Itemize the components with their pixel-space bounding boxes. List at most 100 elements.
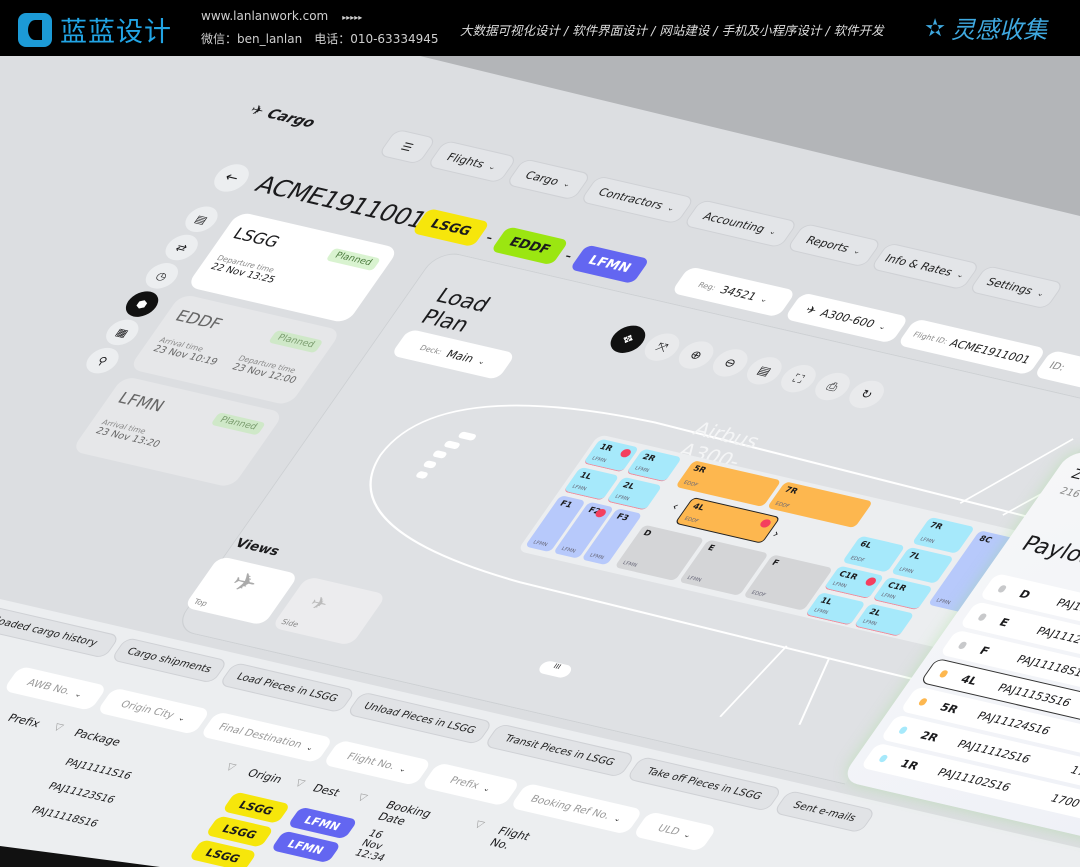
alert-icon <box>758 518 773 529</box>
bay-destination: EDDF <box>682 515 700 525</box>
bay-destination: EDDF <box>749 589 767 599</box>
chevron-down-icon: ⌄ <box>304 742 317 753</box>
brand-logo: 蓝蓝设计 <box>18 10 172 49</box>
status-dot <box>938 669 950 679</box>
alert-icon <box>863 576 878 587</box>
bay-destination: LFMN <box>830 580 848 590</box>
chevron-down-icon: ⌄ <box>1035 288 1048 298</box>
bay-id: C1R <box>836 569 860 582</box>
payload-position: E <box>996 615 1013 629</box>
arrow-left-icon: ← <box>220 169 243 187</box>
payload-position: 1R <box>897 757 922 773</box>
chevron-down-icon: ⌄ <box>767 226 780 236</box>
bay-destination: LFMN <box>918 536 936 545</box>
filter-placeholder: AWB No. <box>24 677 74 697</box>
brand-icon <box>18 12 52 47</box>
bay-id: D <box>641 528 654 538</box>
chevron-down-icon: ⌄ <box>612 813 625 824</box>
payload-position: 2R <box>917 728 942 744</box>
bay-destination: LFMN <box>570 483 588 493</box>
bay-destination: LFMN <box>860 618 879 628</box>
backdrop-region <box>420 56 1080 216</box>
bay-id: 1R <box>597 442 615 453</box>
payload-position: 4L <box>958 672 981 688</box>
bay-id: 1L <box>818 595 835 607</box>
flight-id-label: Flight ID: <box>911 329 950 346</box>
status-dot <box>877 754 889 763</box>
status-dot <box>976 612 988 622</box>
bay-id: F <box>770 558 782 568</box>
hamburger-icon: ☰ <box>398 139 417 154</box>
bay-id: 2L <box>867 607 884 618</box>
chevron-down-icon: ⌄ <box>72 689 86 699</box>
bay-destination: LFMN <box>559 546 577 555</box>
aircraft-value: A300-600 <box>817 306 878 330</box>
device-edge <box>0 846 160 867</box>
bay-destination: LFMN <box>897 566 915 575</box>
collect-logo: ✫ 灵感收集 <box>925 10 1047 45</box>
site-url: www.lanlanwork.com <box>201 9 329 23</box>
payload-position: F <box>977 643 993 658</box>
id-label: ID: <box>1046 360 1068 373</box>
bay-destination: EDDF <box>848 555 866 564</box>
nav-label: Settings <box>984 275 1037 297</box>
brand-name: 蓝蓝设计 <box>60 17 172 48</box>
view-side-label: Side <box>279 617 301 629</box>
nav-label: Info & Rates <box>882 251 956 279</box>
plane-side-icon: ✈ <box>304 593 333 615</box>
cargo-app: ✈ Cargo ☰ Flights ⌄ Cargo ⌄ Contractors ⌄ Accou… <box>0 95 1080 867</box>
payload-position: 5R <box>937 700 962 716</box>
filter-placeholder: ULD <box>655 822 683 838</box>
status-dot <box>897 725 909 735</box>
bay-id: 7L <box>906 550 923 562</box>
chevron-down-icon: ⌄ <box>876 321 890 332</box>
status-dot <box>917 697 929 707</box>
star-icon: ✫ <box>925 13 946 42</box>
bay-id: 6L <box>857 539 874 550</box>
payload-position: D <box>1016 587 1034 601</box>
collect-label: 灵感收集 <box>951 16 1048 44</box>
bay-destination: LFMN <box>633 465 651 474</box>
bay-destination: LFMN <box>590 455 608 465</box>
chevron-down-icon: ⌄ <box>758 294 771 304</box>
bay-destination: EDDF <box>681 479 700 489</box>
chevron-down-icon: ⌄ <box>481 783 494 793</box>
payload-header-sub: 216 9 <box>1057 486 1080 502</box>
site-banner: 蓝蓝设计 www.lanlanwork.com ▸▸▸▸▸ 微信：ben_lanl… <box>0 0 1080 56</box>
bay-id: 8C <box>977 534 994 545</box>
payload-weight: 1700 kg <box>1047 791 1080 814</box>
bay-id: 7R <box>782 485 800 496</box>
previous-bay-icon[interactable]: ‹ <box>668 499 683 513</box>
chevron-down-icon: ⌄ <box>681 829 694 840</box>
chevron-down-icon: ⌄ <box>476 356 489 366</box>
bay-id: 1L <box>577 470 594 481</box>
bay-id: 7R <box>927 520 945 532</box>
bay-destination: EDDF <box>773 501 791 510</box>
chevron-down-icon: ⌄ <box>486 161 499 172</box>
bay-destination: LFMN <box>588 552 606 561</box>
deck-label: Deck: <box>418 342 445 356</box>
payload-weight: 1700 kg <box>1067 763 1080 785</box>
deck-value: Main <box>443 347 478 365</box>
bay-id: F3 <box>614 511 631 523</box>
chevron-down-icon: ⌄ <box>397 764 410 774</box>
plane-icon: ✈ <box>802 303 820 317</box>
bay-destination: LFMN <box>934 597 952 607</box>
bay-destination: LFMN <box>812 607 830 616</box>
filter-placeholder: Prefix <box>447 774 482 791</box>
nav-label: Reports <box>803 233 853 255</box>
bay-destination: LFMN <box>621 560 639 569</box>
nav-label: Cargo <box>522 168 563 188</box>
bay-id: 2L <box>620 480 637 491</box>
bay-destination: LFMN <box>613 493 631 503</box>
alert-icon <box>618 448 633 459</box>
nav-label: Flights <box>444 150 488 171</box>
chevron-down-icon: ⌄ <box>665 202 678 213</box>
chevron-down-icon: ⌄ <box>954 269 967 280</box>
bay-id: E <box>705 543 717 553</box>
bay-id: 5R <box>691 463 709 475</box>
bay-id: C1R <box>885 580 909 593</box>
chevron-down-icon: ⌄ <box>176 713 189 723</box>
reg-label: Reg: <box>696 279 719 292</box>
bay-destination: LFMN <box>879 592 897 601</box>
